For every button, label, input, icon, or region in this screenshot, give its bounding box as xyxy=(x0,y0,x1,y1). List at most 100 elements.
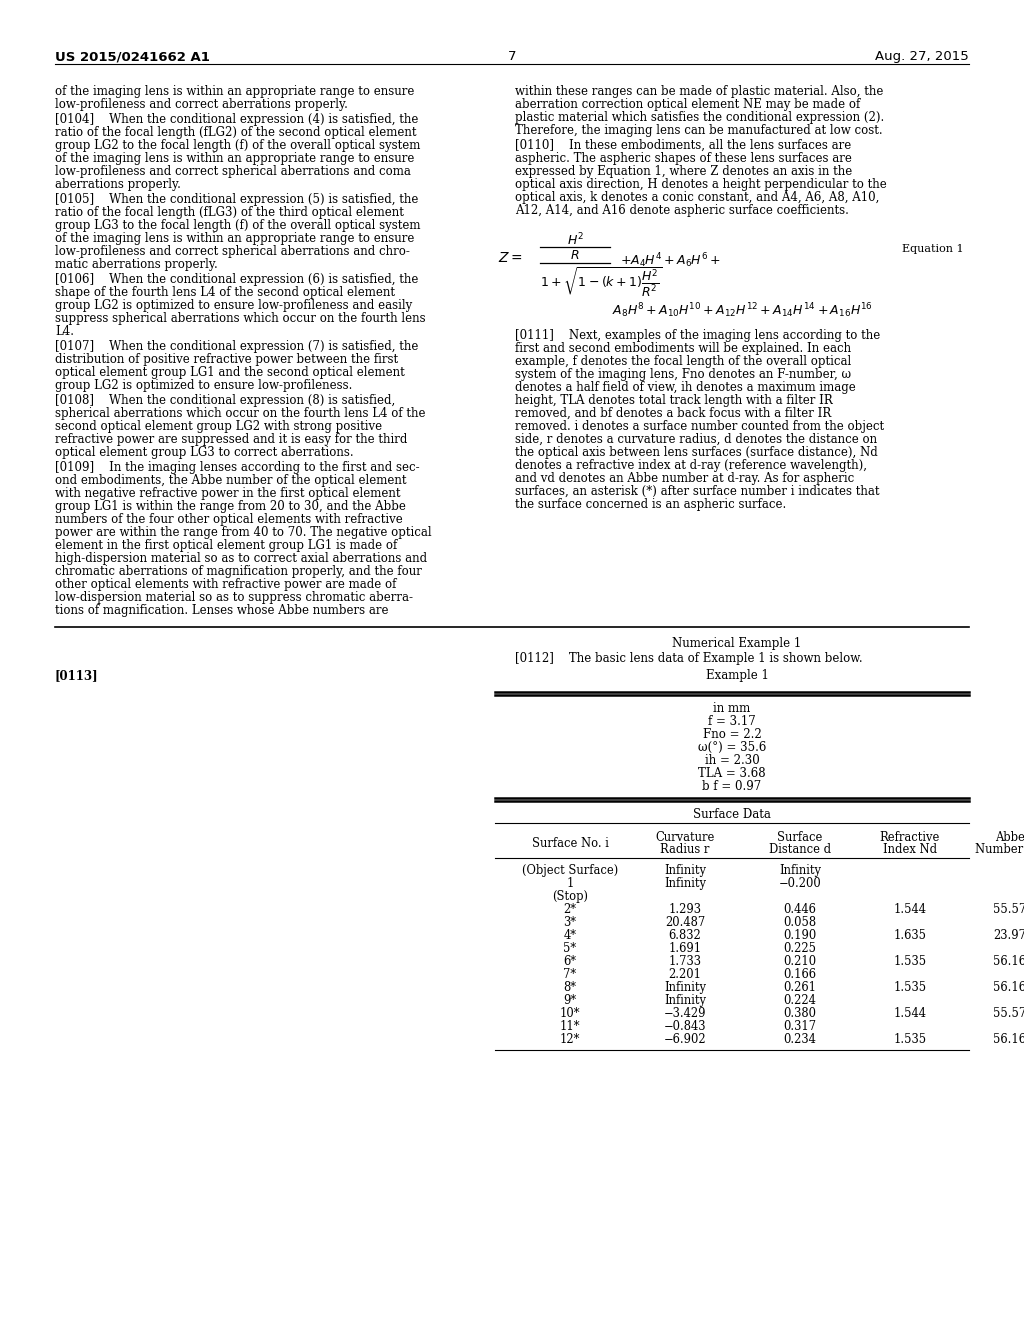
Text: optical element group LG3 to correct aberrations.: optical element group LG3 to correct abe… xyxy=(55,446,353,459)
Text: Number v d: Number v d xyxy=(975,843,1024,855)
Text: side, r denotes a curvature radius, d denotes the distance on: side, r denotes a curvature radius, d de… xyxy=(515,433,878,446)
Text: US 2015/0241662 A1: US 2015/0241662 A1 xyxy=(55,50,210,63)
Text: 20.487: 20.487 xyxy=(665,916,706,929)
Text: denotes a half field of view, ih denotes a maximum image: denotes a half field of view, ih denotes… xyxy=(515,381,856,393)
Text: $H^2$: $H^2$ xyxy=(566,232,584,248)
Text: 8*: 8* xyxy=(563,981,577,994)
Text: 0.210: 0.210 xyxy=(783,954,816,968)
Text: example, f denotes the focal length of the overall optical: example, f denotes the focal length of t… xyxy=(515,355,851,368)
Text: aberration correction optical element NE may be made of: aberration correction optical element NE… xyxy=(515,98,860,111)
Text: 12*: 12* xyxy=(560,1034,581,1045)
Text: removed, and bf denotes a back focus with a filter IR: removed, and bf denotes a back focus wit… xyxy=(515,407,831,420)
Text: 0.380: 0.380 xyxy=(783,1007,816,1020)
Text: Infinity: Infinity xyxy=(664,994,706,1007)
Text: low-profileness and correct spherical aberrations and chro-: low-profileness and correct spherical ab… xyxy=(55,246,410,257)
Text: refractive power are suppressed and it is easy for the third: refractive power are suppressed and it i… xyxy=(55,433,408,446)
Text: $R$: $R$ xyxy=(570,249,580,261)
Text: 2.201: 2.201 xyxy=(669,968,701,981)
Text: TLA = 3.68: TLA = 3.68 xyxy=(698,767,766,780)
Text: 0.317: 0.317 xyxy=(783,1020,816,1034)
Text: [0106]    When the conditional expression (6) is satisfied, the: [0106] When the conditional expression (… xyxy=(55,273,419,286)
Text: 55.57: 55.57 xyxy=(993,903,1024,916)
Text: −0.843: −0.843 xyxy=(664,1020,707,1034)
Text: 4*: 4* xyxy=(563,929,577,942)
Text: distribution of positive refractive power between the first: distribution of positive refractive powe… xyxy=(55,352,398,366)
Text: with negative refractive power in the first optical element: with negative refractive power in the fi… xyxy=(55,487,400,500)
Text: 56.16: 56.16 xyxy=(993,954,1024,968)
Text: 56.16: 56.16 xyxy=(993,981,1024,994)
Text: Curvature: Curvature xyxy=(655,832,715,843)
Text: high-dispersion material so as to correct axial aberrations and: high-dispersion material so as to correc… xyxy=(55,552,427,565)
Text: denotes a refractive index at d-ray (reference wavelength),: denotes a refractive index at d-ray (ref… xyxy=(515,459,867,473)
Text: Equation 1: Equation 1 xyxy=(902,244,964,253)
Text: optical axis, k denotes a conic constant, and A4, A6, A8, A10,: optical axis, k denotes a conic constant… xyxy=(515,191,880,205)
Text: 56.16: 56.16 xyxy=(993,1034,1024,1045)
Text: tions of magnification. Lenses whose Abbe numbers are: tions of magnification. Lenses whose Abb… xyxy=(55,605,388,616)
Text: Numerical Example 1: Numerical Example 1 xyxy=(673,638,802,649)
Text: (Object Surface): (Object Surface) xyxy=(522,865,618,876)
Text: of the imaging lens is within an appropriate range to ensure: of the imaging lens is within an appropr… xyxy=(55,232,415,246)
Text: surfaces, an asterisk (*) after surface number i indicates that: surfaces, an asterisk (*) after surface … xyxy=(515,484,880,498)
Text: group LG2 to the focal length (f) of the overall optical system: group LG2 to the focal length (f) of the… xyxy=(55,139,421,152)
Text: second optical element group LG2 with strong positive: second optical element group LG2 with st… xyxy=(55,420,382,433)
Text: [0112]    The basic lens data of Example 1 is shown below.: [0112] The basic lens data of Example 1 … xyxy=(515,652,862,665)
Text: aberrations properly.: aberrations properly. xyxy=(55,178,181,191)
Text: 1.544: 1.544 xyxy=(894,903,927,916)
Text: 7*: 7* xyxy=(563,968,577,981)
Text: Surface: Surface xyxy=(777,832,822,843)
Text: group LG1 is within the range from 20 to 30, and the Abbe: group LG1 is within the range from 20 to… xyxy=(55,500,406,513)
Text: [0105]    When the conditional expression (5) is satisfied, the: [0105] When the conditional expression (… xyxy=(55,193,419,206)
Text: −0.200: −0.200 xyxy=(778,876,821,890)
Text: 55.57: 55.57 xyxy=(993,1007,1024,1020)
Text: 0.261: 0.261 xyxy=(783,981,816,994)
Text: and vd denotes an Abbe number at d-ray. As for aspheric: and vd denotes an Abbe number at d-ray. … xyxy=(515,473,854,484)
Text: aspheric. The aspheric shapes of these lens surfaces are: aspheric. The aspheric shapes of these l… xyxy=(515,152,852,165)
Text: low-profileness and correct spherical aberrations and coma: low-profileness and correct spherical ab… xyxy=(55,165,411,178)
Text: $+A_4H^4+A_6H^6+$: $+A_4H^4+A_6H^6+$ xyxy=(620,251,721,269)
Text: first and second embodiments will be explained. In each: first and second embodiments will be exp… xyxy=(515,342,851,355)
Text: 10*: 10* xyxy=(560,1007,581,1020)
Text: L4.: L4. xyxy=(55,325,74,338)
Text: Distance d: Distance d xyxy=(769,843,831,855)
Text: the optical axis between lens surfaces (surface distance), Nd: the optical axis between lens surfaces (… xyxy=(515,446,878,459)
Text: 1.535: 1.535 xyxy=(893,1034,927,1045)
Text: chromatic aberrations of magnification properly, and the four: chromatic aberrations of magnification p… xyxy=(55,565,422,578)
Text: optical element group LG1 and the second optical element: optical element group LG1 and the second… xyxy=(55,366,404,379)
Text: power are within the range from 40 to 70. The negative optical: power are within the range from 40 to 70… xyxy=(55,525,432,539)
Text: ih = 2.30: ih = 2.30 xyxy=(705,754,760,767)
Text: low-dispersion material so as to suppress chromatic aberra-: low-dispersion material so as to suppres… xyxy=(55,591,413,605)
Text: in mm: in mm xyxy=(714,702,751,715)
Text: of the imaging lens is within an appropriate range to ensure: of the imaging lens is within an appropr… xyxy=(55,152,415,165)
Text: 5*: 5* xyxy=(563,942,577,954)
Text: 0.058: 0.058 xyxy=(783,916,816,929)
Text: Radius r: Radius r xyxy=(660,843,710,855)
Text: ratio of the focal length (fLG3) of the third optical element: ratio of the focal length (fLG3) of the … xyxy=(55,206,403,219)
Text: 2*: 2* xyxy=(563,903,577,916)
Text: Infinity: Infinity xyxy=(664,865,706,876)
Text: numbers of the four other optical elements with refractive: numbers of the four other optical elemen… xyxy=(55,513,402,525)
Text: [0107]    When the conditional expression (7) is satisfied, the: [0107] When the conditional expression (… xyxy=(55,341,419,352)
Text: $1+\sqrt{1-(k+1)\dfrac{H^2}{R^2}}$: $1+\sqrt{1-(k+1)\dfrac{H^2}{R^2}}$ xyxy=(540,267,663,300)
Text: Surface No. i: Surface No. i xyxy=(531,837,608,850)
Text: Infinity: Infinity xyxy=(664,981,706,994)
Text: Surface Data: Surface Data xyxy=(693,808,771,821)
Text: 0.225: 0.225 xyxy=(783,942,816,954)
Text: 0.190: 0.190 xyxy=(783,929,816,942)
Text: 0.224: 0.224 xyxy=(783,994,816,1007)
Text: spherical aberrations which occur on the fourth lens L4 of the: spherical aberrations which occur on the… xyxy=(55,407,426,420)
Text: 6.832: 6.832 xyxy=(669,929,701,942)
Text: element in the first optical element group LG1 is made of: element in the first optical element gro… xyxy=(55,539,397,552)
Text: 11*: 11* xyxy=(560,1020,581,1034)
Text: [0104]    When the conditional expression (4) is satisfied, the: [0104] When the conditional expression (… xyxy=(55,114,419,125)
Text: $A_8H^8+A_{10}H^{10}+A_{12}H^{12}+A_{14}H^{14}+A_{16}H^{16}$: $A_8H^8+A_{10}H^{10}+A_{12}H^{12}+A_{14}… xyxy=(611,301,872,319)
Text: suppress spherical aberrations which occur on the fourth lens: suppress spherical aberrations which occ… xyxy=(55,312,426,325)
Text: 1.635: 1.635 xyxy=(894,929,927,942)
Text: Example 1: Example 1 xyxy=(706,669,768,682)
Text: Therefore, the imaging lens can be manufactured at low cost.: Therefore, the imaging lens can be manuf… xyxy=(515,124,883,137)
Text: [0109]    In the imaging lenses according to the first and sec-: [0109] In the imaging lenses according t… xyxy=(55,461,420,474)
Text: 1: 1 xyxy=(566,876,573,890)
Text: low-profileness and correct aberrations properly.: low-profileness and correct aberrations … xyxy=(55,98,348,111)
Text: [0111]    Next, examples of the imaging lens according to the: [0111] Next, examples of the imaging len… xyxy=(515,329,881,342)
Text: group LG2 is optimized to ensure low-profileness.: group LG2 is optimized to ensure low-pro… xyxy=(55,379,352,392)
Text: b f = 0.97: b f = 0.97 xyxy=(702,780,762,793)
